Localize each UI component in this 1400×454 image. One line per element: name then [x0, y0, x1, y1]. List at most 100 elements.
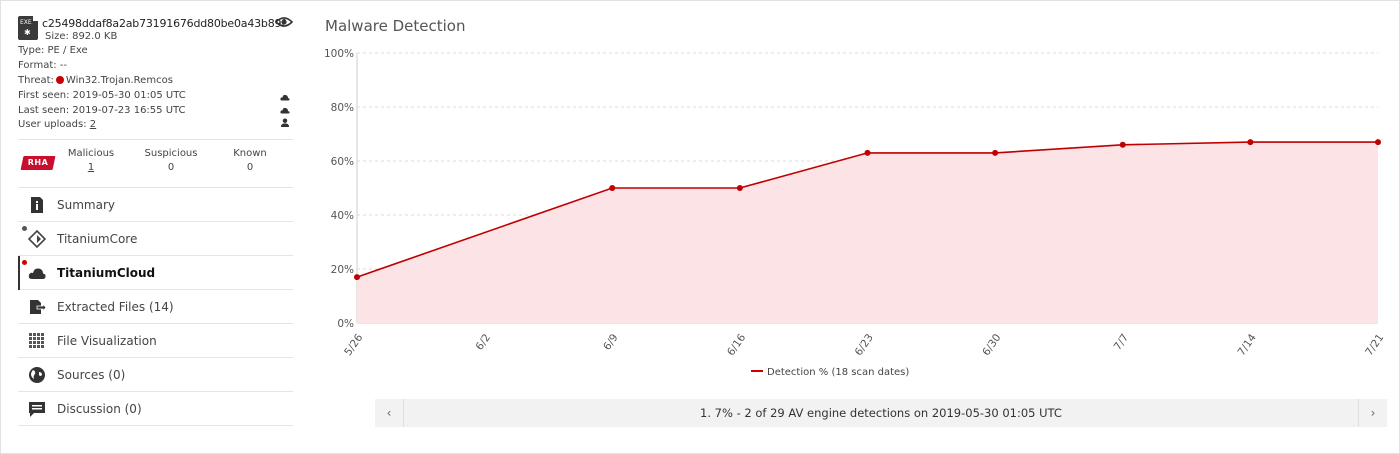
- x-tick-label: 6/2: [474, 332, 494, 353]
- malicious-value[interactable]: 1: [87, 162, 95, 173]
- rha-logo: RHA: [20, 156, 56, 170]
- summary-icon: [31, 197, 43, 213]
- status-dot-icon: [22, 226, 27, 231]
- file-size: Size: 892.0 KB: [45, 31, 118, 42]
- suspicious-count: Suspicious 0: [136, 148, 206, 173]
- sidebar-item-label: TitaniumCloud: [57, 266, 156, 280]
- x-axis-labels: 5/26 6/2 6/9 6/16 6/23 6/30 7/7 7/14 7/21: [342, 332, 1386, 358]
- detection-line: [356, 141, 1378, 278]
- classification-counts: RHA Malicious 1 Suspicious 0 Known 0: [18, 145, 293, 185]
- x-tick-label: 5/26: [342, 332, 366, 358]
- first-seen: First seen: 2019-05-30 01:05 UTC: [18, 90, 186, 101]
- cloud-icon: [280, 94, 290, 101]
- x-tick-label: 6/30: [980, 332, 1003, 358]
- sidebar-item-label: Sources (0): [57, 368, 126, 382]
- data-point: [1375, 139, 1381, 146]
- file-ext-label: EXE: [20, 19, 32, 26]
- x-tick-label: 7/7: [1112, 332, 1132, 353]
- data-point: [864, 149, 871, 156]
- chart-points: [354, 139, 1381, 281]
- sidebar-item-discussion[interactable]: Discussion (0): [18, 392, 293, 426]
- y-axis-labels: 0% 20% 40% 60% 80% 100%: [324, 48, 354, 330]
- y-tick-label: 60%: [331, 156, 354, 168]
- gear-icon: ✱: [24, 28, 31, 37]
- legend-label: Detection % (18 scan dates): [767, 367, 910, 378]
- chat-icon: [29, 402, 45, 417]
- pager-text: 1. 7% - 2 of 29 AV engine detections on …: [700, 406, 1062, 420]
- known-label: Known: [233, 148, 267, 159]
- detection-pager: ‹ 1. 7% - 2 of 29 AV engine detections o…: [375, 399, 1387, 427]
- sidebar-nav: Summary TitaniumCore TitaniumCloud Extra…: [18, 188, 293, 426]
- x-tick-label: 7/21: [1363, 332, 1386, 358]
- sidebar-item-file-visualization[interactable]: File Visualization: [18, 324, 293, 358]
- file-hash[interactable]: c25498ddaf8a2ab73191676dd80be0a43b89f: [42, 17, 285, 30]
- y-tick-label: 80%: [331, 102, 354, 114]
- file-sidebar: EXE ✱ c25498ddaf8a2ab73191676dd80be0a43b…: [0, 0, 294, 454]
- detection-chart: 0% 20% 40% 60% 80% 100% 5/26 6/2 6/9 6/16 6/23 6/3…: [324, 48, 1386, 358]
- sidebar-item-label: TitaniumCore: [57, 232, 138, 246]
- user-icon: [280, 118, 290, 127]
- sidebar-item-extracted-files[interactable]: Extracted Files (14): [18, 290, 293, 324]
- globe-icon: [29, 367, 45, 383]
- data-point: [736, 185, 743, 191]
- extracted-files-icon: [30, 300, 46, 314]
- user-uploads-label: User uploads:: [18, 119, 87, 130]
- y-tick-label: 20%: [331, 264, 354, 276]
- section-title: Malware Detection: [325, 17, 466, 35]
- user-uploads-link[interactable]: 2: [89, 119, 97, 130]
- file-format: Format: --: [18, 60, 68, 71]
- data-point: [992, 149, 999, 156]
- chevron-right-icon: ›: [1370, 406, 1376, 420]
- grid-icon: [29, 333, 44, 348]
- prev-button[interactable]: ‹: [375, 399, 404, 427]
- threat-dot-icon: [55, 76, 64, 84]
- x-tick-label: 6/9: [601, 332, 621, 353]
- sidebar-item-summary[interactable]: Summary: [18, 188, 293, 222]
- exe-file-icon: EXE ✱: [18, 16, 38, 40]
- rha-badge-text: RHA: [27, 158, 49, 167]
- threat-name: Win32.Trojan.Remcos: [65, 75, 173, 86]
- x-tick-label: 6/23: [853, 332, 876, 358]
- sidebar-item-label: Discussion (0): [57, 402, 142, 416]
- y-tick-label: 0%: [337, 318, 354, 330]
- data-point: [1247, 139, 1254, 146]
- y-tick-label: 100%: [324, 48, 354, 60]
- divider: [18, 139, 293, 140]
- last-seen: Last seen: 2019-07-23 16:55 UTC: [18, 105, 186, 116]
- next-button[interactable]: ›: [1358, 399, 1387, 427]
- sidebar-item-label: Summary: [57, 198, 115, 212]
- cloud-icon: [28, 268, 46, 279]
- sidebar-item-label: File Visualization: [57, 334, 157, 348]
- chevron-left-icon: ‹: [386, 406, 392, 420]
- y-tick-label: 40%: [331, 210, 354, 222]
- status-dot-icon: [22, 260, 27, 265]
- file-type: Type: PE / Exe: [18, 45, 88, 56]
- known-count: Known 0: [215, 148, 285, 173]
- legend-swatch: [751, 370, 763, 372]
- x-tick-label: 7/14: [1235, 332, 1259, 358]
- sidebar-item-titaniumcloud[interactable]: TitaniumCloud: [18, 256, 293, 290]
- sidebar-item-label: Extracted Files (14): [57, 300, 174, 314]
- main-panel: Malware Detection 0% 20% 40% 60% 80% 100% 5/2…: [308, 0, 1400, 454]
- divider: [18, 187, 293, 188]
- malicious-count: Malicious 1: [56, 148, 126, 173]
- data-point: [1119, 141, 1126, 148]
- cloud-icon: [280, 107, 290, 114]
- suspicious-label: Suspicious: [144, 148, 198, 159]
- eye-icon[interactable]: [275, 16, 293, 28]
- sidebar-item-sources[interactable]: Sources (0): [18, 358, 293, 392]
- data-point: [609, 185, 616, 191]
- chart-legend[interactable]: Detection % (18 scan dates): [751, 367, 909, 378]
- user-uploads: User uploads: 2: [18, 119, 96, 130]
- detection-area: [357, 142, 1378, 323]
- data-point: [354, 274, 360, 281]
- chart-area-layer: [356, 141, 1378, 323]
- known-value: 0: [246, 162, 254, 173]
- titaniumcore-icon: [28, 230, 46, 248]
- x-tick-label: 6/16: [725, 332, 749, 358]
- malicious-label: Malicious: [67, 148, 115, 159]
- suspicious-value: 0: [167, 162, 175, 173]
- file-threat: Threat: Win32.Trojan.Remcos: [18, 75, 173, 86]
- sidebar-item-titaniumcore[interactable]: TitaniumCore: [18, 222, 293, 256]
- threat-label: Threat:: [18, 75, 54, 86]
